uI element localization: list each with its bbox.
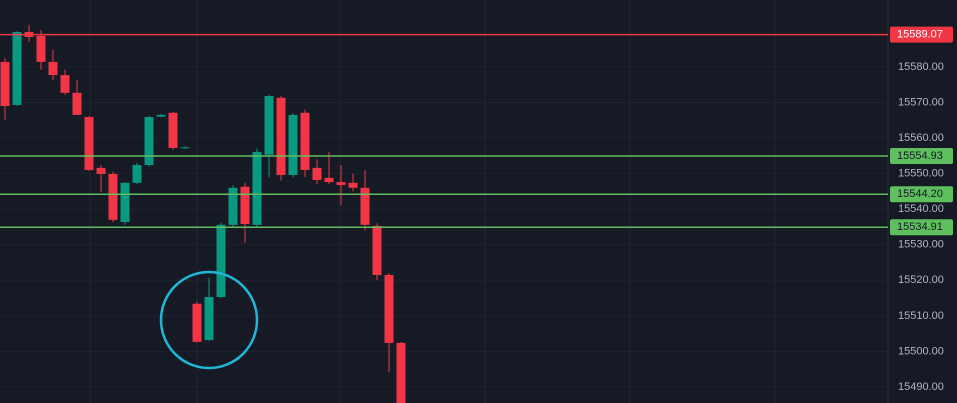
annotation-circle [159, 270, 259, 370]
level-label-box [890, 219, 953, 236]
y-tick-label: 15580.00 [898, 61, 944, 73]
level-label-box [890, 186, 953, 203]
y-tick-label: 15540.00 [898, 203, 944, 215]
candle-body [108, 173, 118, 220]
candle-body [144, 117, 154, 166]
y-tick-label: 15520.00 [898, 274, 944, 286]
candle-body [216, 224, 226, 298]
level-label: 15534.91 [897, 221, 943, 233]
level-label-box [890, 26, 953, 43]
y-tick-label: 15490.00 [898, 381, 944, 393]
candle-body [96, 167, 106, 174]
candle-body [60, 75, 70, 93]
candle-body [228, 187, 238, 225]
candle-body [48, 61, 58, 76]
candle-body [12, 32, 22, 105]
candle-body [288, 114, 298, 176]
candle-body [72, 92, 82, 115]
candle-body [324, 177, 334, 183]
candle-body [252, 151, 262, 225]
candle-body [36, 35, 46, 62]
level-label-box [890, 148, 953, 165]
candle-body [120, 182, 130, 222]
candle-body [168, 112, 178, 148]
y-tick-label: 15560.00 [898, 132, 944, 144]
candle-body [192, 303, 202, 342]
candle-body [0, 61, 10, 106]
candle-body [132, 165, 142, 183]
candle-body [240, 186, 250, 225]
y-tick-label: 15500.00 [898, 345, 944, 357]
candle-body [264, 96, 274, 155]
candle-body [336, 182, 346, 185]
candle-body [300, 112, 310, 171]
y-tick-label: 15570.00 [898, 96, 944, 108]
candle-body [84, 117, 94, 171]
candle-body [312, 167, 322, 180]
candle-body [180, 147, 190, 149]
y-tick-label: 15510.00 [898, 310, 944, 322]
candle-body [348, 182, 358, 188]
candle-body [396, 342, 406, 403]
y-tick-label: 15550.00 [898, 167, 944, 179]
candle-body [156, 114, 166, 117]
candle-body [204, 297, 214, 341]
candle-body [372, 225, 382, 275]
level-label: 15544.20 [897, 188, 943, 200]
y-tick-label: 15530.00 [898, 239, 944, 251]
time-grid [89, 0, 776, 403]
candle-body [360, 187, 370, 225]
candle-body [384, 274, 394, 343]
candle-body [276, 97, 286, 176]
level-label: 15589.07 [897, 29, 943, 41]
level-label: 15554.93 [897, 150, 943, 162]
